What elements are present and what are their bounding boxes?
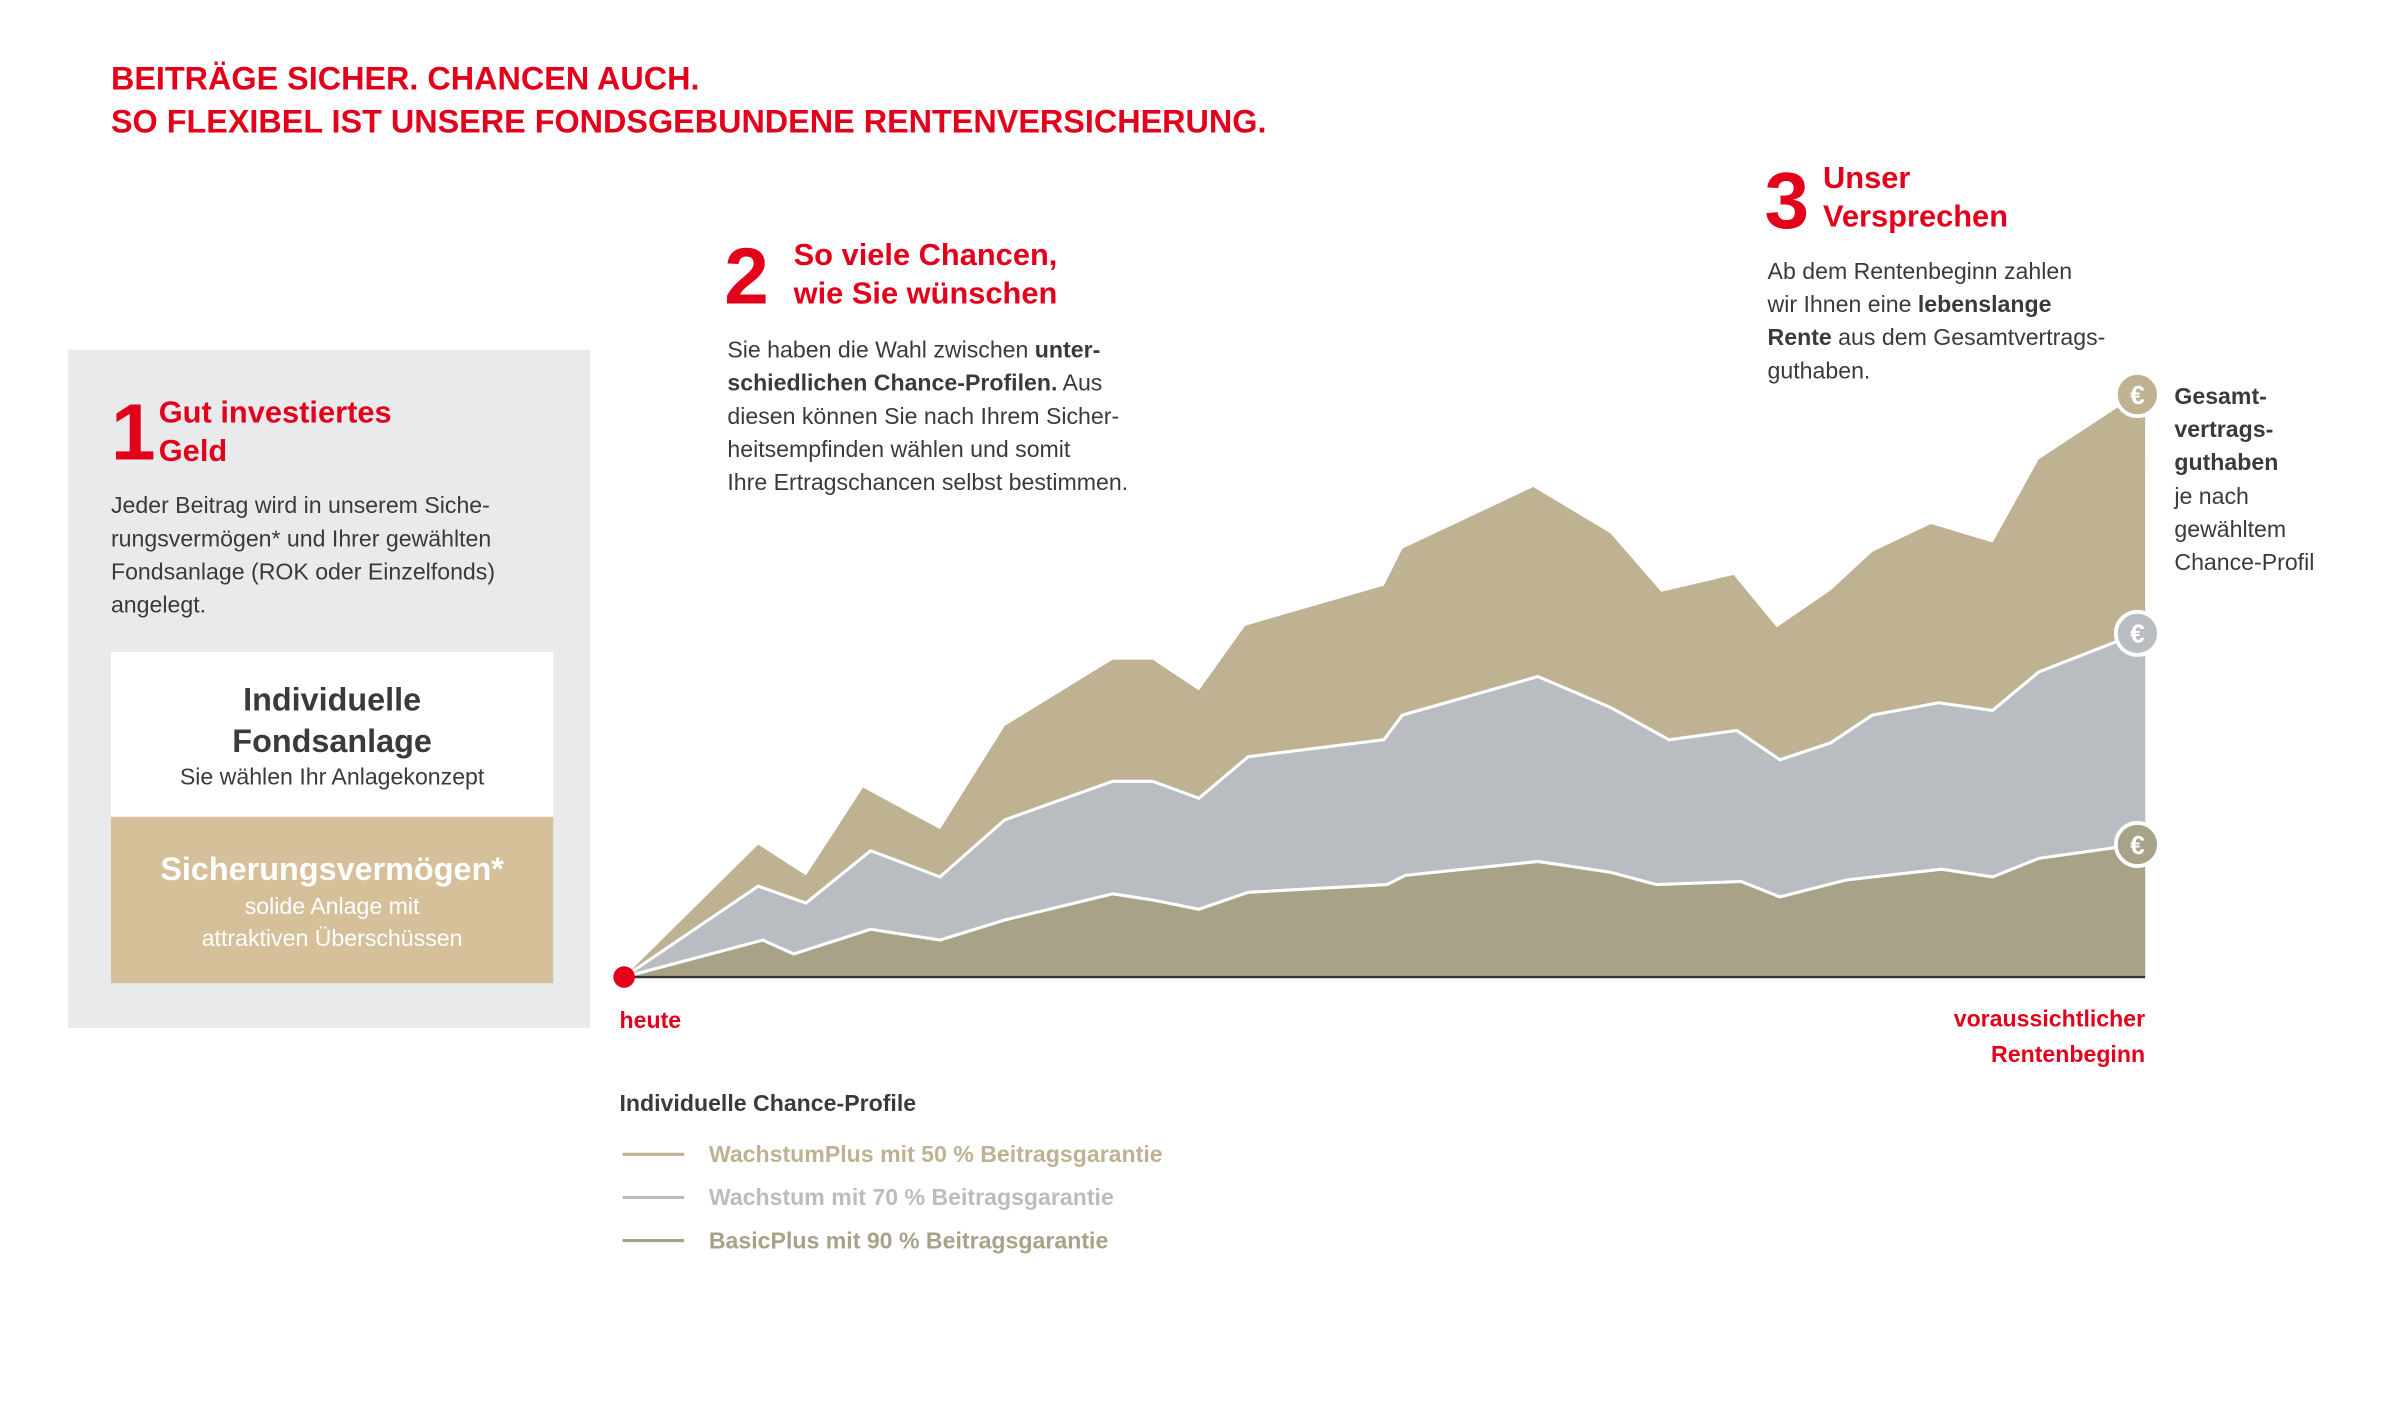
section-heading: Geld bbox=[159, 433, 227, 468]
euro-marker bbox=[2113, 371, 2161, 419]
text-run: aus dem Gesamtvertrags- bbox=[1832, 324, 2106, 350]
section-number: 2 bbox=[724, 231, 769, 321]
box-bottom bbox=[110, 816, 554, 984]
section-text: Fondsanlage (ROK oder Einzelfonds) bbox=[111, 558, 495, 584]
text-run: guthaben. bbox=[1768, 357, 1871, 383]
section-text: Jeder Beitrag wird in unserem Siche- bbox=[111, 492, 490, 518]
section-heading: Unser bbox=[1823, 160, 1910, 195]
text-run: Sie haben die Wahl zwischen bbox=[727, 337, 1034, 363]
section-text: Ihre Ertragschancen selbst bestimmen. bbox=[727, 469, 1128, 495]
end-label: guthaben bbox=[2174, 449, 2278, 475]
end-label: Chance-Profil bbox=[2174, 549, 2314, 575]
box-subtitle: solide Anlage mit bbox=[245, 893, 420, 919]
axis-start: heute bbox=[619, 1007, 681, 1033]
section-heading: Versprechen bbox=[1823, 199, 2008, 234]
section-text: Rente aus dem Gesamtvertrags- bbox=[1768, 324, 2106, 350]
section-number: 3 bbox=[1764, 155, 1809, 245]
text-run: Ihre Ertragschancen selbst bestimmen. bbox=[727, 469, 1128, 495]
box-title: Sicherungsvermögen* bbox=[160, 851, 504, 887]
legend-label: WachstumPlus mit 50 % Beitragsgarantie bbox=[709, 1141, 1163, 1167]
legend-label: Wachstum mit 70 % Beitragsgarantie bbox=[709, 1184, 1114, 1210]
end-label: Gesamt- bbox=[2174, 383, 2266, 409]
area-basicplus bbox=[624, 844, 2146, 978]
box-subtitle: Sie wählen Ihr Anlagekonzept bbox=[180, 763, 485, 789]
section-text: schiedlichen Chance-Profilen. Aus bbox=[727, 370, 1102, 396]
end-label: vertrags- bbox=[2174, 416, 2273, 442]
euro-marker bbox=[2113, 821, 2161, 869]
text-run: Aus bbox=[1057, 370, 1102, 396]
area-edge bbox=[623, 631, 2138, 979]
box-subtitle: attraktiven Überschüssen bbox=[202, 925, 463, 951]
text-run: angelegt. bbox=[111, 592, 206, 618]
text-run: Ab dem Rentenbeginn zahlen bbox=[1768, 258, 2073, 284]
start-dot bbox=[613, 966, 635, 988]
euro-symbol: € bbox=[2130, 830, 2145, 860]
text-run: unter- bbox=[1035, 337, 1100, 363]
box-top bbox=[110, 651, 554, 817]
section-text: wir Ihnen eine lebenslange bbox=[1767, 291, 2052, 317]
section-heading: So viele Chancen, bbox=[794, 237, 1058, 272]
text-run: Rente bbox=[1768, 324, 1832, 350]
legend-label: BasicPlus mit 90 % Beitragsgarantie bbox=[709, 1227, 1109, 1253]
section-text: angelegt. bbox=[111, 592, 206, 618]
section-heading: wie Sie wünschen bbox=[793, 276, 1058, 311]
text-run: schiedlichen Chance-Profilen. bbox=[727, 370, 1057, 396]
euro-symbol: € bbox=[2130, 380, 2145, 410]
euro-symbol: € bbox=[2130, 619, 2145, 649]
section-text: guthaben. bbox=[1768, 357, 1871, 383]
section-heading: Gut investiertes bbox=[159, 394, 392, 429]
area-edge bbox=[623, 843, 2138, 979]
axis-end: Rentenbeginn bbox=[1991, 1041, 2145, 1067]
text-run: diesen können Sie nach Ihrem Sicher- bbox=[727, 403, 1119, 429]
axis-end: voraussichtlicher bbox=[1954, 1005, 2145, 1031]
section-text: Ab dem Rentenbeginn zahlen bbox=[1768, 258, 2073, 284]
section-number: 1 bbox=[111, 386, 156, 476]
title: BEITRÄGE SICHER. CHANCEN AUCH. bbox=[111, 60, 700, 96]
section-text: diesen können Sie nach Ihrem Sicher- bbox=[727, 403, 1119, 429]
legend-title: Individuelle Chance-Profile bbox=[619, 1090, 916, 1116]
text-run: Fondsanlage (ROK oder Einzelfonds) bbox=[111, 558, 495, 584]
text-run: wir Ihnen eine bbox=[1767, 291, 1918, 317]
box-title: Individuelle bbox=[243, 681, 421, 717]
end-label: gewähltem bbox=[2174, 516, 2286, 542]
section-text: Sie haben die Wahl zwischen unter- bbox=[727, 337, 1100, 363]
section-text: rungsvermögen* und Ihrer gewählten bbox=[111, 525, 491, 551]
text-run: rungsvermögen* und Ihrer gewählten bbox=[111, 525, 491, 551]
euro-marker bbox=[2113, 609, 2161, 657]
text-run: Jeder Beitrag wird in unserem Siche- bbox=[111, 492, 490, 518]
section-text: heitsempfinden wählen und somit bbox=[727, 436, 1071, 462]
text-run: lebenslange bbox=[1918, 291, 2052, 317]
text-run: heitsempfinden wählen und somit bbox=[727, 436, 1071, 462]
title: SO FLEXIBEL IST UNSERE FONDSGEBUNDENE RE… bbox=[111, 104, 1266, 140]
end-label: je nach bbox=[2173, 483, 2249, 509]
box-title: Fondsanlage bbox=[232, 723, 432, 759]
